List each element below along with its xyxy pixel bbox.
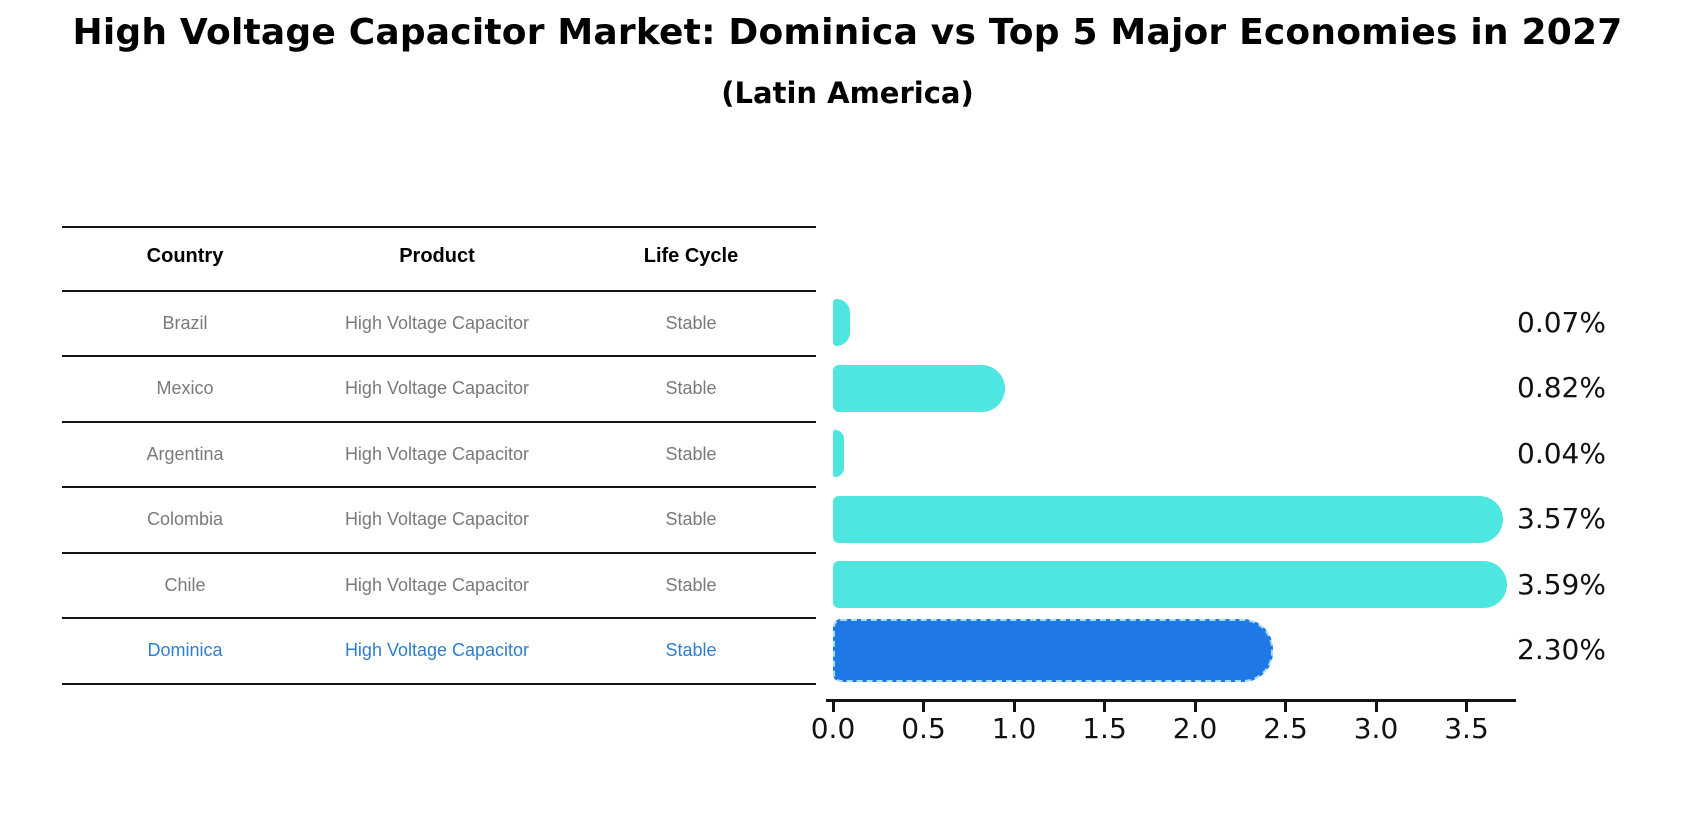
bar-brazil bbox=[833, 299, 850, 346]
table-rule bbox=[62, 617, 816, 619]
bar-colombia bbox=[833, 495, 1504, 543]
country-cell: Dominica bbox=[147, 640, 223, 660]
chart-subtitle: (Latin America) bbox=[721, 76, 974, 110]
bar-chile bbox=[833, 561, 1507, 608]
x-tick-label: 2.5 bbox=[1263, 712, 1308, 745]
x-tick bbox=[1374, 701, 1378, 712]
x-tick bbox=[1012, 701, 1016, 712]
table-rule bbox=[62, 552, 816, 554]
x-tick bbox=[1103, 701, 1106, 712]
country-cell: Chile bbox=[164, 574, 206, 595]
x-tick bbox=[831, 701, 835, 712]
table-row-colombia: Colombia High Voltage Capacitor Stable bbox=[62, 506, 816, 532]
table-row-argentina: Argentina High Voltage Capacitor Stable bbox=[62, 441, 816, 467]
table-rule bbox=[62, 421, 816, 423]
table-row-mexico: Mexico High Voltage Capacitor Stable bbox=[62, 375, 816, 401]
x-tick-label: 2.0 bbox=[1172, 712, 1218, 745]
value-label-colombia: 3.57% bbox=[1517, 502, 1606, 535]
value-label-brazil: 0.07% bbox=[1517, 305, 1606, 339]
x-tick bbox=[1284, 701, 1287, 712]
x-tick-label: 1.0 bbox=[991, 712, 1037, 745]
product-cell: High Voltage Capacitor bbox=[344, 312, 530, 333]
x-tick-label: 3.5 bbox=[1444, 712, 1489, 745]
country-cell: Argentina bbox=[146, 443, 224, 464]
x-axis-line bbox=[826, 699, 1516, 702]
life-cycle-cell: Stable bbox=[665, 574, 717, 595]
table-row-dominica: Dominica High Voltage Capacitor Stable bbox=[62, 637, 816, 663]
table-rule bbox=[62, 355, 816, 357]
life-cycle-cell: Stable bbox=[665, 640, 717, 660]
country-cell: Colombia bbox=[146, 509, 224, 529]
column-header-product: Product bbox=[399, 245, 475, 267]
bar-argentina bbox=[833, 430, 845, 477]
chart-title: High Voltage Capacitor Market: Dominica … bbox=[72, 12, 1623, 53]
table-row-brazil: Brazil High Voltage Capacitor Stable bbox=[62, 310, 816, 336]
table-rule bbox=[62, 290, 816, 292]
life-cycle-cell: Stable bbox=[665, 312, 717, 333]
country-cell: Brazil bbox=[162, 312, 208, 333]
x-tick-label: 0.0 bbox=[810, 712, 856, 745]
x-tick bbox=[1465, 701, 1468, 712]
x-tick-label: 3.0 bbox=[1353, 712, 1399, 745]
x-tick-label: 0.5 bbox=[901, 712, 946, 745]
bar-dominica bbox=[833, 618, 1274, 682]
x-tick-label: 1.5 bbox=[1082, 712, 1127, 745]
product-cell: High Voltage Capacitor bbox=[344, 574, 530, 595]
life-cycle-cell: Stable bbox=[665, 443, 717, 464]
table-header-row: Country Product Life Cycle bbox=[62, 243, 816, 269]
table-row-chile: Chile High Voltage Capacitor Stable bbox=[62, 572, 816, 598]
life-cycle-cell: Stable bbox=[665, 509, 717, 529]
table-rule bbox=[62, 226, 816, 228]
x-tick bbox=[1193, 701, 1197, 712]
table-rule bbox=[62, 486, 816, 488]
value-label-argentina: 0.04% bbox=[1517, 436, 1606, 470]
table-rule bbox=[62, 683, 816, 685]
value-label-dominica: 2.30% bbox=[1517, 633, 1606, 666]
bar-mexico bbox=[833, 364, 1006, 412]
value-label-chile: 3.59% bbox=[1517, 567, 1606, 601]
value-label-mexico: 0.82% bbox=[1517, 371, 1606, 404]
product-cell: High Voltage Capacitor bbox=[344, 443, 530, 464]
country-cell: Mexico bbox=[156, 378, 214, 398]
product-cell: High Voltage Capacitor bbox=[344, 640, 530, 660]
product-cell: High Voltage Capacitor bbox=[344, 378, 530, 398]
life-cycle-cell: Stable bbox=[665, 378, 717, 398]
column-header-life-cycle: Life Cycle bbox=[643, 245, 739, 267]
product-cell: High Voltage Capacitor bbox=[344, 509, 530, 529]
x-tick bbox=[922, 701, 925, 712]
column-header-country: Country bbox=[146, 245, 224, 267]
